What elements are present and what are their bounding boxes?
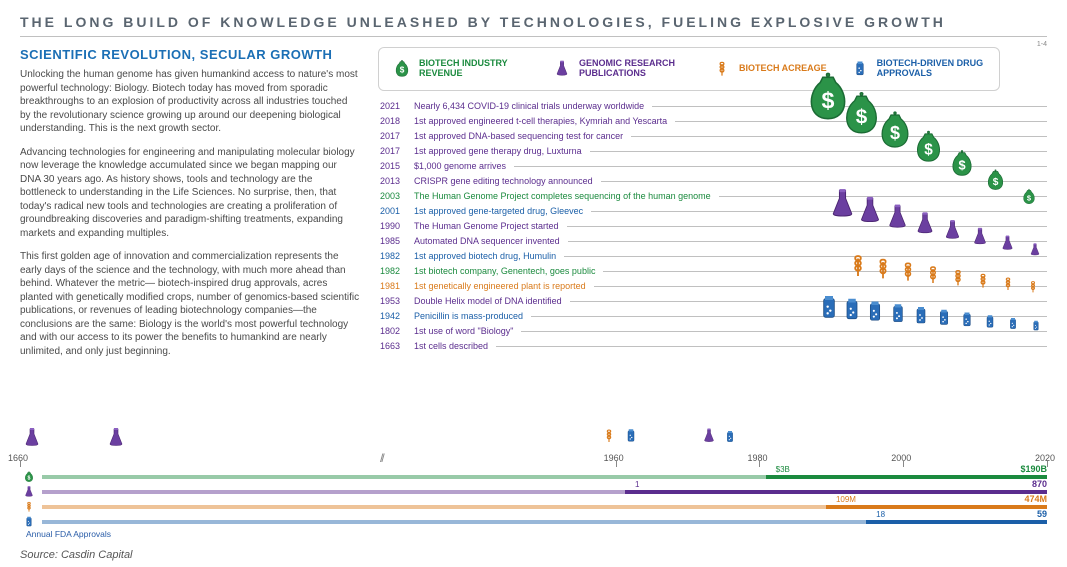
wheat-icon: [600, 425, 618, 447]
timeline-event: 20011st approved gene-targeted drug, Gle…: [380, 204, 1047, 219]
page-title: THE LONG BUILD OF KNOWLEDGE UNLEASHED BY…: [20, 14, 1047, 37]
left-column: SCIENTIFIC REVOLUTION, SECULAR GROWTH Un…: [20, 47, 360, 399]
timeline-event: 2015$1,000 genome arrives: [380, 159, 1047, 174]
timeline-event: 20171st approved DNA-based sequencing te…: [380, 129, 1047, 144]
year-tick-label: 1660: [8, 453, 28, 463]
right-column: BIOTECH INDUSTRY REVENUE GENOMIC RESEARC…: [378, 47, 1047, 399]
legend: BIOTECH INDUSTRY REVENUE GENOMIC RESEARC…: [378, 47, 1000, 91]
timeline-event: 19821st biotech company, Genentech, goes…: [380, 264, 1047, 279]
legend-acreage-label: BIOTECH ACREAGE: [739, 64, 827, 74]
timeline-events: 2021Nearly 6,434 COVID-19 clinical trial…: [378, 99, 1047, 399]
vial-icon: [849, 56, 871, 82]
paragraph-2: Advancing technologies for engineering a…: [20, 146, 360, 241]
timeline-event: 1942Penicillin is mass-produced: [380, 309, 1047, 324]
bar-publications: 1 870: [20, 484, 1047, 499]
flask-icon: [551, 56, 573, 82]
legend-publications-label: GENOMIC RESEARCH PUBLICATIONS: [579, 59, 689, 79]
year-tick-label: 1980: [747, 453, 767, 463]
flask-icon: [700, 425, 718, 447]
legend-publications: GENOMIC RESEARCH PUBLICATIONS: [551, 56, 689, 82]
axis-area: // 16601960198020002020 $3B $190B 1 870 …: [20, 453, 1047, 539]
timeline-event: 16631st cells described: [380, 339, 1047, 354]
year-ticks: // 16601960198020002020: [20, 453, 1047, 465]
flask-icon: [20, 424, 44, 452]
subtitle: SCIENTIFIC REVOLUTION, SECULAR GROWTH: [20, 47, 360, 62]
mid-icons-1970: [700, 425, 738, 452]
year-tick-label: 1960: [604, 453, 624, 463]
wheat-icon: [711, 56, 733, 82]
early-flasks: [20, 424, 128, 452]
timeline-event: 1953Double Helix model of DNA identified: [380, 294, 1047, 309]
legend-approvals: BIOTECH-DRIVEN DRUG APPROVALS: [849, 56, 987, 82]
vial-icon: [722, 427, 738, 447]
bar-revenue: $3B $190B: [20, 469, 1047, 484]
timeline-event: 2021Nearly 6,434 COVID-19 clinical trial…: [380, 99, 1047, 114]
axis-break: //: [380, 451, 383, 465]
source-label: Source: Casdin Capital: [20, 549, 133, 561]
timeline-event: 19821st approved biotech drug, Humulin: [380, 249, 1047, 264]
year-tick-label: 2020: [1035, 453, 1055, 463]
flask-icon: [104, 424, 128, 452]
footnote: 1-4: [1037, 41, 1047, 48]
timeline-event: 20171st approved gene therapy drug, Luxt…: [380, 144, 1047, 159]
timeline-event: 2013CRISPR gene editing technology annou…: [380, 174, 1047, 189]
metric-bars: $3B $190B 1 870 109M 474M 18 59: [20, 469, 1047, 529]
legend-approvals-label: BIOTECH-DRIVEN DRUG APPROVALS: [877, 59, 987, 79]
mid-icons-1960: [600, 425, 640, 452]
legend-revenue: BIOTECH INDUSTRY REVENUE: [391, 56, 529, 82]
bar-acreage: 109M 474M: [20, 499, 1047, 514]
paragraph-3: This first golden age of innovation and …: [20, 250, 360, 358]
timeline-event: 2003The Human Genome Project completes s…: [380, 189, 1047, 204]
timeline-event: 1990The Human Genome Project started: [380, 219, 1047, 234]
moneybag-icon: [391, 56, 413, 82]
timeline-event: 20181st approved engineered t-cell thera…: [380, 114, 1047, 129]
bar-approvals: 18 59: [20, 514, 1047, 529]
timeline-event: 18021st use of word "Biology": [380, 324, 1047, 339]
fda-label: Annual FDA Approvals: [26, 529, 1047, 539]
timeline-event: 19811st genetically engineered plant is …: [380, 279, 1047, 294]
legend-revenue-label: BIOTECH INDUSTRY REVENUE: [419, 59, 529, 79]
year-tick-label: 2000: [891, 453, 911, 463]
legend-acreage: BIOTECH ACREAGE: [711, 56, 827, 82]
paragraph-1: Unlocking the human genome has given hum…: [20, 68, 360, 136]
timeline-event: 1985Automated DNA sequencer invented: [380, 234, 1047, 249]
vial-icon: [622, 425, 640, 447]
